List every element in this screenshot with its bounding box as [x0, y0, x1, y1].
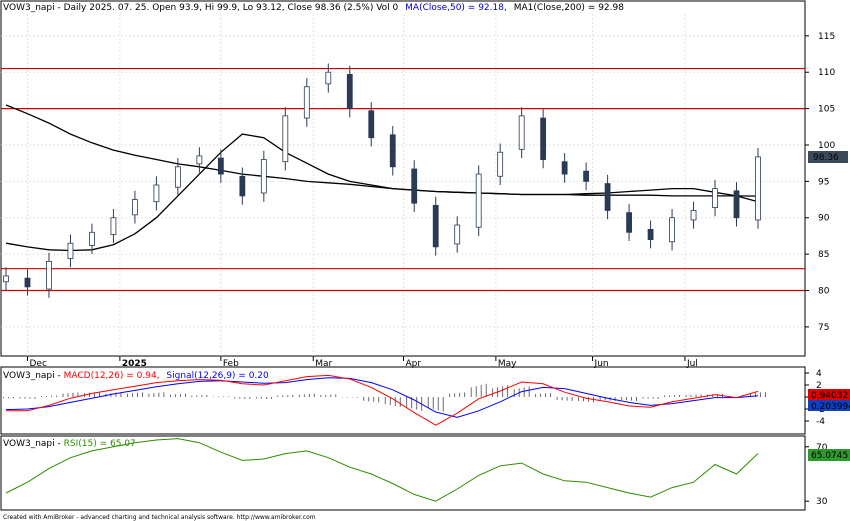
- rsi-line: [5, 438, 759, 502]
- candle-body: [690, 210, 697, 221]
- candle-body: [46, 261, 52, 290]
- candle-body: [432, 204, 439, 248]
- candle-body: [561, 161, 568, 175]
- candle-body: [540, 117, 547, 160]
- rsi-value-badge: [808, 449, 850, 461]
- candle-body: [712, 188, 718, 208]
- date-tick-label: Dec: [29, 359, 46, 369]
- candle-body: [411, 168, 418, 204]
- candle-body: [733, 190, 740, 219]
- candle-body: [24, 277, 31, 288]
- candle-body: [346, 73, 353, 109]
- candle-body: [755, 156, 761, 221]
- date-tick-label: 2025: [122, 359, 147, 369]
- candle-body: [217, 157, 224, 175]
- macd-lines: [5, 374, 759, 426]
- price-axis: 75 80 85 90 95 100 105 110 115: [805, 32, 835, 333]
- date-tick-label: May: [498, 359, 517, 369]
- candle-body: [325, 71, 332, 85]
- ma200-line: [5, 104, 759, 197]
- candle-body: [518, 115, 525, 150]
- last-price-label: 98.36: [813, 153, 839, 163]
- last-price-badge: [808, 151, 848, 163]
- rsi-header-value: RSI(15) = 65.07: [64, 439, 136, 449]
- price-tick-label: 90: [818, 214, 830, 224]
- price-header-ma200: MA1(Close,200) = 92.98: [514, 3, 625, 13]
- rsi-pane-frame: [0, 435, 806, 511]
- macd-pane-title: VOW3_napi - MACD(12,26) = 0.94, Signal(1…: [3, 371, 269, 381]
- candle-body: [132, 199, 138, 216]
- macd-line: [6, 374, 759, 426]
- ma50-line: [5, 133, 759, 252]
- candle-body: [89, 231, 95, 246]
- price-tick-label: 75: [818, 323, 829, 333]
- candle-body: [475, 173, 482, 228]
- macd-header-signal: Signal(12,26,9) = 0.20: [166, 371, 269, 381]
- price-tick-label: 85: [818, 250, 829, 260]
- signal-line: [5, 377, 759, 418]
- rsi-axis: 30 70: [805, 443, 828, 507]
- price-tick-label: 95: [818, 177, 829, 187]
- candle-body: [669, 217, 675, 243]
- candle-body: [303, 86, 310, 119]
- candle-body: [454, 224, 461, 245]
- rsi-tick-label: 30: [816, 497, 828, 507]
- candle-body: [196, 155, 203, 165]
- candle-body: [583, 170, 590, 182]
- price-header-main: VOW3_napi - Daily 2025. 07. 25. Open 93.…: [3, 3, 399, 13]
- macd-tick-label: 4: [816, 369, 822, 379]
- candle-body: [282, 115, 289, 163]
- date-tick-label: Mar: [315, 359, 332, 369]
- footer-credit: Created with AmiBroker - advanced charti…: [3, 514, 316, 521]
- date-tick-label: Jul: [686, 359, 698, 369]
- rsi-value-label: 65.0745: [811, 451, 848, 461]
- moving-averages: [5, 104, 759, 252]
- resistance-support-lines: [1, 67, 805, 292]
- date-tick-label: Apr: [405, 359, 421, 369]
- candlesticks: [3, 63, 761, 298]
- price-header-ma50: MA(Close,50) = 92.18,: [405, 3, 507, 13]
- rsi-tick-label: 70: [816, 443, 828, 453]
- signal-value-label: 0.203994: [811, 402, 850, 412]
- candle-body: [153, 184, 160, 203]
- rsi-header-prefix: VOW3_napi -: [3, 439, 64, 449]
- date-axis: Dec 2025 Feb Mar Apr May Jun Jul: [26, 356, 698, 369]
- price-tick-label: 115: [818, 32, 835, 42]
- price-tick-label: 80: [818, 287, 830, 297]
- candle-body: [368, 110, 375, 139]
- macd-value-label: 0.94032: [811, 391, 848, 401]
- price-grid: [1, 14, 805, 356]
- macd-value-badge: [808, 389, 850, 400]
- date-tick-label: Jun: [594, 359, 609, 369]
- date-tick-label: Feb: [223, 359, 239, 369]
- candle-body: [647, 228, 654, 240]
- candle-body: [604, 183, 611, 211]
- macd-header-prefix: VOW3_napi -: [3, 371, 64, 381]
- candle-body: [67, 242, 74, 259]
- candle-body: [626, 212, 632, 233]
- macd-pane-frame: [0, 366, 806, 435]
- candle-body: [497, 151, 504, 177]
- macd-histogram: [3, 383, 766, 412]
- candle-body: [3, 275, 9, 283]
- candle-body: [174, 166, 181, 188]
- price-tick-label: 100: [818, 141, 835, 151]
- candle-body: [389, 134, 396, 168]
- rsi-pane-title: VOW3_napi - RSI(15) = 65.07: [3, 439, 136, 449]
- macd-header-macd: MACD(12,26) = 0.94,: [64, 371, 160, 381]
- candle-body: [239, 175, 246, 197]
- candle-body: [260, 159, 267, 194]
- macd-tick-label: 2: [816, 381, 822, 391]
- price-pane-title: VOW3_napi - Daily 2025. 07. 25. Open 93.…: [3, 3, 624, 13]
- candle-body: [110, 217, 117, 235]
- macd-tick-label: -4: [816, 417, 825, 427]
- price-tick-label: 110: [818, 68, 835, 78]
- rsi-series-line: [5, 438, 759, 502]
- signal-value-badge: [808, 400, 850, 411]
- price-tick-label: 105: [818, 105, 835, 115]
